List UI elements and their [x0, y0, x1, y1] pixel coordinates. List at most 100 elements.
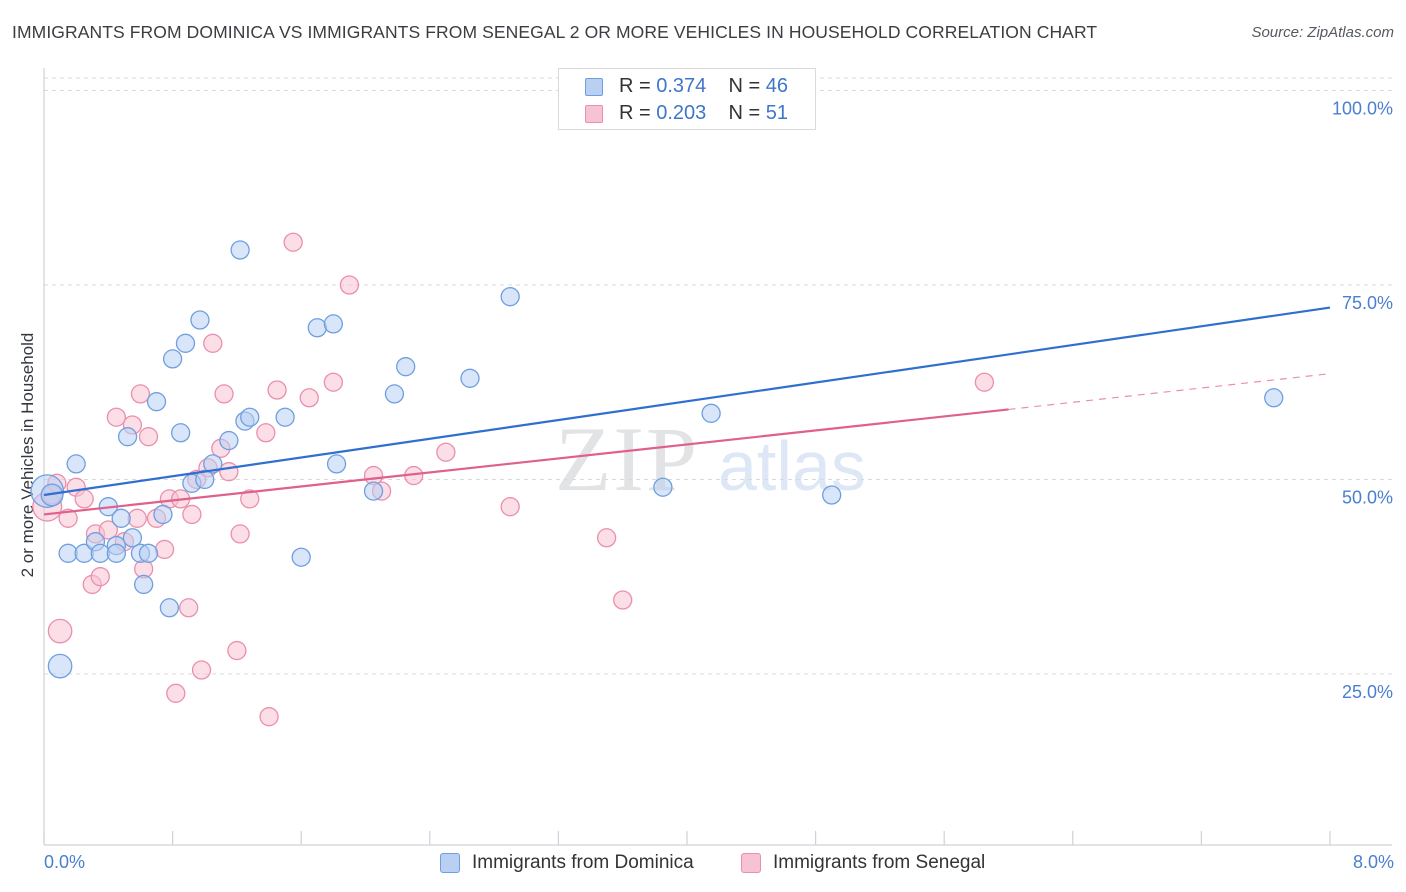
y-axis-label: 2 or more Vehicles in Household — [18, 333, 37, 578]
dominica-point — [219, 430, 239, 451]
dominica-point — [40, 483, 64, 507]
y-tick-label: 50.0% — [1342, 487, 1393, 507]
y-tick-labels: 25.0% 50.0% 75.0% 100.0% — [1332, 99, 1393, 702]
dominica-point — [117, 427, 138, 447]
dominica-point — [396, 357, 416, 377]
legend-n-dominica: 46 — [765, 75, 789, 97]
dominica-point — [58, 543, 78, 563]
chart-title: IMMIGRANTS FROM DOMINICA VS IMMIGRANTS F… — [12, 22, 1098, 42]
legend-n-label: N = — [728, 75, 761, 97]
senegal-point — [219, 462, 239, 482]
senegal-point — [259, 707, 279, 727]
x-tick-label-max: 8.0% — [1352, 852, 1394, 872]
senegal-point — [130, 384, 151, 404]
axes — [43, 68, 1392, 846]
dominica-point — [323, 314, 344, 334]
senegal-point — [256, 423, 276, 443]
gridlines — [44, 77, 1392, 675]
y-tick-label: 75.0% — [1342, 293, 1393, 313]
correlation-legend: R = 0.374 N = 46 R = 0.203 N = 51 — [558, 68, 816, 130]
dominica-trend-line — [43, 306, 1331, 497]
senegal-point — [191, 660, 212, 680]
senegal-point — [230, 524, 250, 544]
senegal-point — [613, 590, 633, 610]
senegal-point — [500, 497, 520, 517]
senegal-point — [339, 275, 360, 295]
senegal-point — [127, 508, 147, 528]
dominica-point — [500, 287, 520, 307]
senegal-trend-extension — [1008, 373, 1331, 411]
series-label-senegal: Immigrants from Senegal — [773, 852, 986, 873]
dominica-point — [1264, 388, 1284, 408]
dominica-point — [460, 368, 480, 388]
trend-lines — [43, 306, 1331, 516]
watermark: ZIP atlas — [555, 408, 866, 510]
dominica-point — [170, 423, 191, 443]
senegal-point — [299, 388, 319, 408]
senegal-point — [283, 232, 303, 252]
series-label-dominica: Immigrants from Dominica — [472, 852, 694, 873]
dominica-point — [90, 543, 110, 563]
dominica-point — [162, 349, 183, 369]
senegal-point — [74, 489, 94, 509]
dominica-point — [307, 318, 327, 338]
x-tick-label-min: 0.0% — [44, 852, 86, 872]
senegal-point — [58, 508, 78, 528]
dominica-point — [240, 407, 260, 427]
dominica-point — [47, 653, 73, 679]
dominica-point — [275, 407, 295, 427]
dominica-point — [106, 543, 126, 563]
watermark-zip: ZIP — [555, 408, 699, 510]
legend-swatch-dominica — [585, 78, 603, 96]
senegal-point — [227, 640, 247, 661]
senegal-point — [323, 372, 344, 392]
legend-n-label: N = — [728, 102, 761, 124]
senegal-point — [179, 598, 199, 618]
y-tick-label: 100.0% — [1332, 99, 1393, 119]
dominica-point — [134, 574, 154, 595]
dominica-point — [363, 481, 384, 501]
dominica-point — [111, 508, 131, 528]
watermark-atlas: atlas — [718, 427, 866, 505]
dominica-point — [701, 403, 721, 423]
dominica-point — [122, 528, 143, 548]
senegal-point — [436, 442, 456, 462]
legend-r-label: R = — [619, 75, 651, 97]
senegal-point — [214, 384, 234, 404]
senegal-point — [138, 427, 159, 447]
senegal-point — [90, 567, 110, 587]
senegal-trend-line — [43, 408, 1009, 516]
legend-r-dominica: 0.374 — [656, 75, 707, 97]
dominica-point — [203, 454, 223, 474]
series-swatch-senegal — [741, 853, 761, 873]
dominica-points — [30, 240, 1284, 679]
senegal-point — [106, 407, 126, 427]
dominica-point — [384, 384, 405, 404]
senegal-point — [203, 333, 223, 353]
senegal-point — [47, 618, 73, 644]
dominica-point — [230, 240, 250, 260]
dominica-point — [138, 543, 159, 563]
dominica-point — [159, 598, 180, 618]
legend-n-senegal: 51 — [765, 102, 789, 124]
dominica-point — [146, 392, 167, 412]
dominica-point — [190, 310, 210, 330]
dominica-point — [66, 454, 86, 474]
senegal-point — [267, 380, 287, 400]
senegal-point — [240, 489, 260, 509]
legend-r-senegal: 0.203 — [656, 102, 707, 124]
dominica-point — [822, 485, 842, 505]
dominica-point — [653, 477, 673, 497]
senegal-point — [974, 372, 995, 392]
legend-r-label: R = — [619, 102, 651, 124]
senegal-point — [182, 504, 202, 525]
dominica-point — [175, 333, 196, 353]
legend-swatch-senegal — [585, 105, 603, 123]
senegal-point — [166, 683, 186, 703]
dominica-point — [291, 547, 311, 567]
senegal-point — [154, 539, 175, 560]
senegal-point — [98, 520, 118, 540]
series-swatch-dominica — [440, 853, 460, 873]
source-credit: Source: ZipAtlas.com — [1251, 24, 1394, 41]
